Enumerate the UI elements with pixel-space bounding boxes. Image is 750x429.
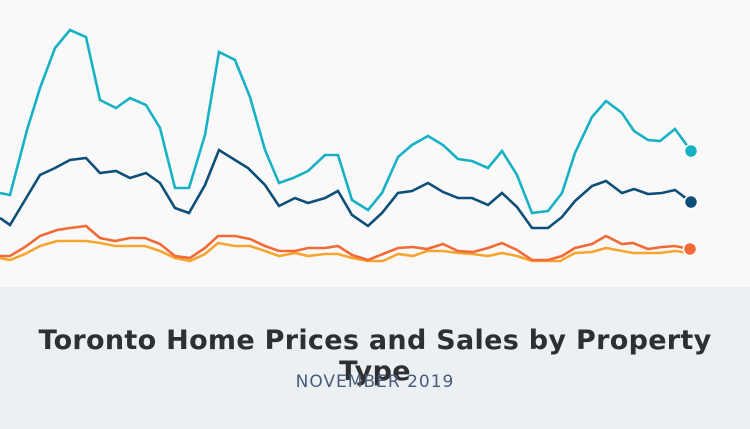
series-line-orange	[0, 224, 691, 262]
end-marker-teal	[683, 143, 699, 159]
caption-panel: Toronto Home Prices and Sales by Propert…	[0, 287, 750, 429]
chart-title: Toronto Home Prices and Sales by Propert…	[38, 325, 712, 387]
series-line-navy	[0, 148, 692, 230]
series-line-teal	[0, 28, 693, 215]
line-chart	[0, 28, 699, 263]
chart-canvas	[0, 28, 699, 263]
end-marker-orange	[682, 241, 698, 257]
chart-subtitle: NOVEMBER 2019	[295, 372, 455, 392]
end-marker-navy	[683, 194, 699, 210]
series-line-yellow	[0, 239, 691, 263]
